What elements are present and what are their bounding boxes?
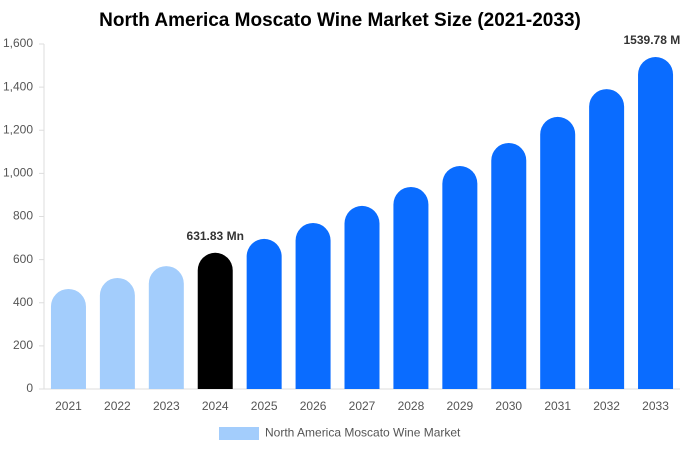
bar <box>638 56 674 390</box>
x-tick-label: 2021 <box>55 399 82 413</box>
y-tick-label: 200 <box>13 338 33 352</box>
x-tick-label: 2032 <box>593 399 620 413</box>
y-tick-label: 0 <box>26 381 33 395</box>
chart-title: North America Moscato Wine Market Size (… <box>99 10 581 31</box>
y-tick-label: 1,600 <box>3 36 33 50</box>
x-tick-label: 2027 <box>349 399 376 413</box>
x-tick-label: 2033 <box>642 399 669 413</box>
y-tick-label: 1,000 <box>3 166 33 180</box>
value-label: 1539.78 Mn <box>624 33 680 47</box>
y-tick-label: 400 <box>13 295 33 309</box>
y-tick-label: 600 <box>13 252 33 266</box>
y-tick-label: 800 <box>13 209 33 223</box>
bar <box>197 252 233 389</box>
bar <box>344 205 380 389</box>
x-tick-label: 2024 <box>202 399 229 413</box>
x-tick-label: 2023 <box>153 399 180 413</box>
x-tick-label: 2025 <box>251 399 278 413</box>
legend-label: North America Moscato Wine Market <box>265 426 461 440</box>
legend-swatch <box>219 427 259 440</box>
x-tick-label: 2028 <box>398 399 425 413</box>
x-tick-label: 2029 <box>446 399 473 413</box>
bar <box>50 288 86 389</box>
bar <box>491 142 527 389</box>
y-tick-label: 1,200 <box>3 122 33 136</box>
bar <box>442 166 478 389</box>
bar <box>393 186 429 389</box>
x-tick-label: 2022 <box>104 399 131 413</box>
bar <box>540 116 576 389</box>
bar <box>148 266 184 389</box>
bar <box>99 277 135 389</box>
x-tick-label: 2026 <box>300 399 327 413</box>
bar <box>246 238 282 389</box>
x-tick-label: 2030 <box>495 399 522 413</box>
bar <box>589 89 625 390</box>
value-label: 631.83 Mn <box>187 229 244 243</box>
bar <box>295 222 331 389</box>
y-tick-label: 1,400 <box>3 79 33 93</box>
x-tick-label: 2031 <box>544 399 571 413</box>
